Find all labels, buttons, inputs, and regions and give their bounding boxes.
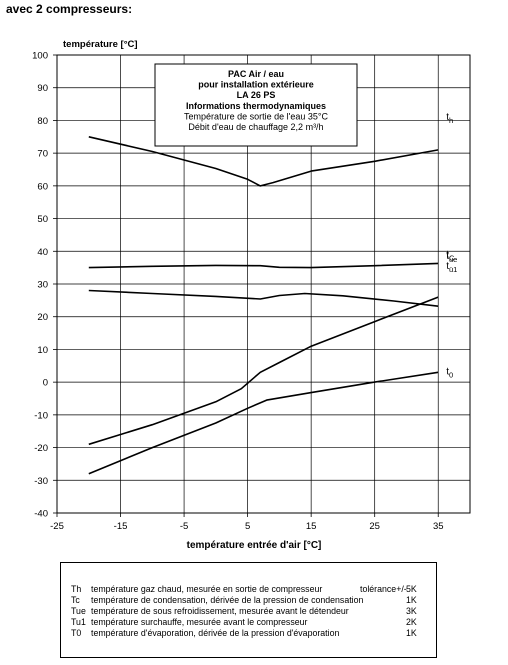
legend-tolerance: 2K (406, 617, 417, 627)
y-tick-label: 70 (37, 149, 48, 160)
legend-symbol: Th (71, 584, 82, 594)
series-line-t0 (88, 371, 439, 475)
y-tick-label: 10 (37, 345, 48, 356)
legend-tolerance: 3K (406, 606, 417, 616)
page-heading: avec 2 compresseurs: (6, 2, 133, 16)
info-box-line: pour installation extérieure (198, 80, 314, 90)
legend-description: température gaz chaud, mesurée en sortie… (91, 584, 323, 594)
y-tick-label: 40 (37, 247, 48, 258)
y-tick-label: 50 (37, 214, 48, 225)
y-tick-label: 60 (37, 181, 48, 192)
legend-symbol: T0 (71, 628, 82, 638)
legend-row-t0: T0 température d'évaporation, dérivée de… (61, 628, 436, 639)
x-axis-label: température entrée d'air [°C] (187, 540, 322, 551)
series-label-tC: tC (446, 249, 455, 262)
temperature-chart: -40 -30 -20 -10 0 10 20 30 40 50 60 70 80 90 100 -25 -15… (32, 39, 471, 551)
x-tick-label: 5 (245, 521, 250, 532)
y-tick-label: 90 (37, 83, 48, 94)
x-tick-label: 35 (433, 521, 444, 532)
info-box-line: Température de sortie de l'eau 35°C (184, 111, 328, 121)
series-line-tC (88, 262, 439, 269)
legend-tolerance: 1K (406, 595, 417, 605)
info-box (154, 63, 358, 147)
legend-box: Th température gaz chaud, mesurée en sor… (60, 562, 437, 658)
y-tick-label: 0 (43, 378, 48, 389)
series-line-th (88, 136, 439, 187)
legend-symbol: Tc (71, 595, 80, 605)
x-tick-label: -15 (114, 521, 128, 532)
y-tick-label: -20 (34, 443, 48, 454)
legend-symbol: Tu1 (71, 617, 86, 627)
y-tick-label: 80 (37, 116, 48, 127)
x-tick-label: -25 (50, 521, 64, 532)
y-axis-label: température [°C] (63, 39, 138, 50)
series-label-t0: t0 (446, 366, 453, 379)
series-line-tu1 (88, 289, 439, 307)
y-tick-label: 20 (37, 312, 48, 323)
y-tick-label: -30 (34, 476, 48, 487)
y-tick-label: 30 (37, 280, 48, 291)
series-label-tue: tue (446, 251, 457, 264)
series-label-tu1: tü1 (446, 261, 457, 274)
legend-row-tc: Tc température de condensation, dérivée … (61, 595, 436, 606)
info-box-line: Informations thermodynamiques (186, 101, 326, 111)
series-label-th: th (446, 112, 453, 125)
y-tick-label: 100 (32, 51, 48, 62)
tolerance-label: tolérance+/- (360, 584, 407, 594)
info-box-line: LA 26 PS (237, 90, 276, 100)
legend-row-tue: Tue température de sous refroidissement,… (61, 606, 436, 617)
y-tick-label: -10 (34, 410, 48, 421)
series-line-tue (88, 296, 439, 446)
x-tick-label: 15 (306, 521, 317, 532)
legend-description: température de sous refroidissement, mes… (91, 606, 349, 616)
legend-tolerance: 5K (406, 584, 417, 594)
legend-row-tu1: Tu1 température surchauffe, mesurée avan… (61, 617, 436, 628)
legend-description: température de condensation, dérivée de … (91, 595, 364, 605)
legend-tolerance: 1K (406, 628, 417, 638)
legend-description: température surchauffe, mesurée avant le… (91, 617, 308, 627)
x-tick-label: -5 (180, 521, 188, 532)
x-tick-label: 25 (369, 521, 380, 532)
y-tick-label: -40 (34, 509, 48, 520)
legend-symbol: Tue (71, 606, 86, 616)
legend-row-th: Th température gaz chaud, mesurée en sor… (61, 584, 436, 595)
info-box-line: PAC Air / eau (228, 69, 284, 79)
info-box-line: Débit d'eau de chauffage 2,2 m³/h (188, 122, 323, 132)
legend-description: température d'évaporation, dérivée de la… (91, 628, 340, 638)
